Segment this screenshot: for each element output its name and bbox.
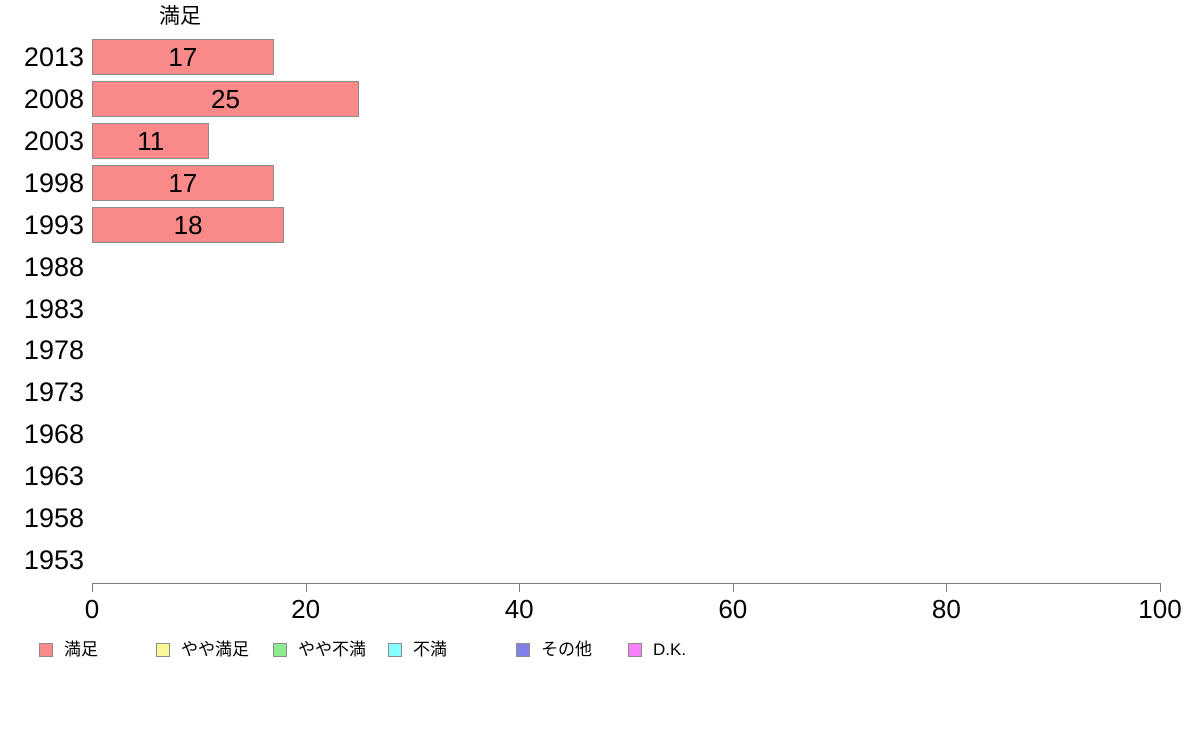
x-axis-tick: [946, 583, 948, 592]
x-axis-tick-label: 60: [718, 594, 748, 624]
legend-label-other: その他: [541, 640, 592, 659]
bar-value-label: 25: [211, 83, 240, 114]
y-axis-label-1993: 1993: [23, 209, 84, 240]
legend-item-satisfied: 満足: [39, 637, 98, 663]
y-axis-label-1953: 1953: [23, 545, 84, 576]
legend-item-dissatisfied: 不満: [388, 637, 447, 663]
x-axis-tick-label: 40: [504, 594, 534, 624]
y-axis-label-1988: 1988: [23, 251, 84, 282]
x-axis-tick: [305, 583, 307, 592]
x-axis-tick-label: 80: [931, 594, 961, 624]
bar-value-label: 11: [137, 125, 165, 156]
y-axis-label-1973: 1973: [23, 377, 84, 408]
legend-label-dk: D.K.: [653, 640, 687, 659]
y-axis-label-1998: 1998: [23, 167, 84, 198]
legend-swatch-dissatisfied: [388, 643, 402, 657]
x-axis-tick-label: 100: [1138, 594, 1182, 624]
bar-value-label: 18: [173, 209, 203, 240]
bar-1998: 17: [92, 164, 274, 201]
y-axis-label-2013: 2013: [23, 42, 84, 72]
chart-title: 満足: [159, 5, 201, 28]
bar-2003: 11: [92, 122, 210, 159]
y-axis-label-2003: 2003: [23, 125, 84, 156]
legend-label-somewhat-satisfied: やや満足: [181, 640, 249, 659]
x-axis-tick: [732, 583, 734, 592]
x-axis-tick-label: 0: [84, 594, 100, 624]
x-axis-line: [92, 583, 1160, 584]
x-axis-tick: [92, 583, 93, 592]
legend-swatch-somewhat-dissatisfied: [273, 643, 287, 657]
bar-value-label: 17: [168, 167, 198, 198]
legend-item-somewhat-satisfied: やや満足: [156, 637, 249, 663]
legend-item-somewhat-dissatisfied: やや不満: [273, 637, 366, 663]
legend-swatch-dk: [628, 643, 642, 657]
legend-label-somewhat-dissatisfied: やや不満: [298, 640, 366, 659]
x-axis-tick: [1160, 583, 1161, 592]
legend-item-dk: D.K.: [628, 637, 686, 663]
bar-value-label: 17: [168, 42, 198, 72]
x-axis-tick: [519, 583, 521, 592]
legend-item-other: その他: [516, 637, 592, 663]
legend-label-satisfied: 満足: [64, 640, 98, 659]
legend-label-dissatisfied: 不満: [413, 640, 447, 659]
legend-swatch-other: [516, 643, 530, 657]
bar-2013: 17: [92, 39, 274, 75]
legend-swatch-somewhat-satisfied: [156, 643, 170, 657]
y-axis-label-2008: 2008: [23, 83, 84, 114]
bar-1993: 18: [92, 206, 285, 243]
y-axis-label-1958: 1958: [23, 503, 84, 534]
legend-swatch-satisfied: [39, 643, 53, 657]
y-axis-label-1963: 1963: [23, 461, 84, 492]
y-axis-label-1983: 1983: [23, 293, 84, 324]
y-axis-label-1978: 1978: [23, 335, 84, 366]
bar-2008: 25: [92, 80, 359, 117]
x-axis-tick-label: 20: [291, 594, 321, 624]
y-axis-label-1968: 1968: [23, 419, 84, 450]
